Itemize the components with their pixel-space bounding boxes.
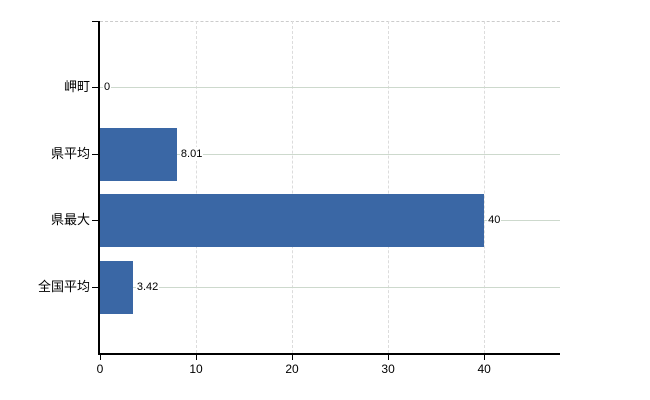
x-tick-label: 20 (285, 362, 299, 376)
x-tick-label: 30 (381, 362, 395, 376)
bar (100, 127, 177, 181)
x-axis-tick (100, 355, 101, 360)
x-axis-tick (484, 355, 486, 360)
category-label: 岬町 (63, 79, 90, 95)
x-axis (98, 353, 560, 355)
value-label: 3.42 (135, 279, 160, 294)
vertical-gridline (292, 21, 294, 353)
x-tick-label: 40 (477, 362, 491, 376)
x-tick-label: 10 (189, 362, 203, 376)
plot-top-border (100, 21, 560, 22)
x-tick-label: 0 (96, 362, 104, 376)
bar (100, 194, 485, 248)
value-label: 8.01 (179, 146, 204, 161)
category-label: 県平均 (50, 145, 90, 161)
x-axis-tick (388, 355, 390, 360)
y-axis-tick (92, 286, 98, 288)
category-label: 全国平均 (37, 278, 90, 294)
bar (100, 260, 133, 314)
y-axis-tick (92, 87, 98, 89)
y-axis-top-tick (92, 21, 98, 22)
y-axis-tick (92, 153, 98, 155)
x-axis-tick (292, 355, 294, 360)
vertical-gridline (196, 21, 198, 353)
y-axis (98, 21, 100, 355)
value-label: 40 (487, 213, 502, 228)
horizontal-gridline (100, 87, 560, 89)
vertical-gridline (388, 21, 390, 353)
x-axis-tick (196, 355, 198, 360)
category-label: 県最大 (50, 212, 90, 228)
vertical-gridline (484, 21, 486, 353)
value-label: 0 (103, 80, 112, 95)
horizontal-gridline (100, 153, 560, 155)
horizontal-gridline (100, 286, 560, 288)
y-axis-tick (92, 220, 98, 222)
